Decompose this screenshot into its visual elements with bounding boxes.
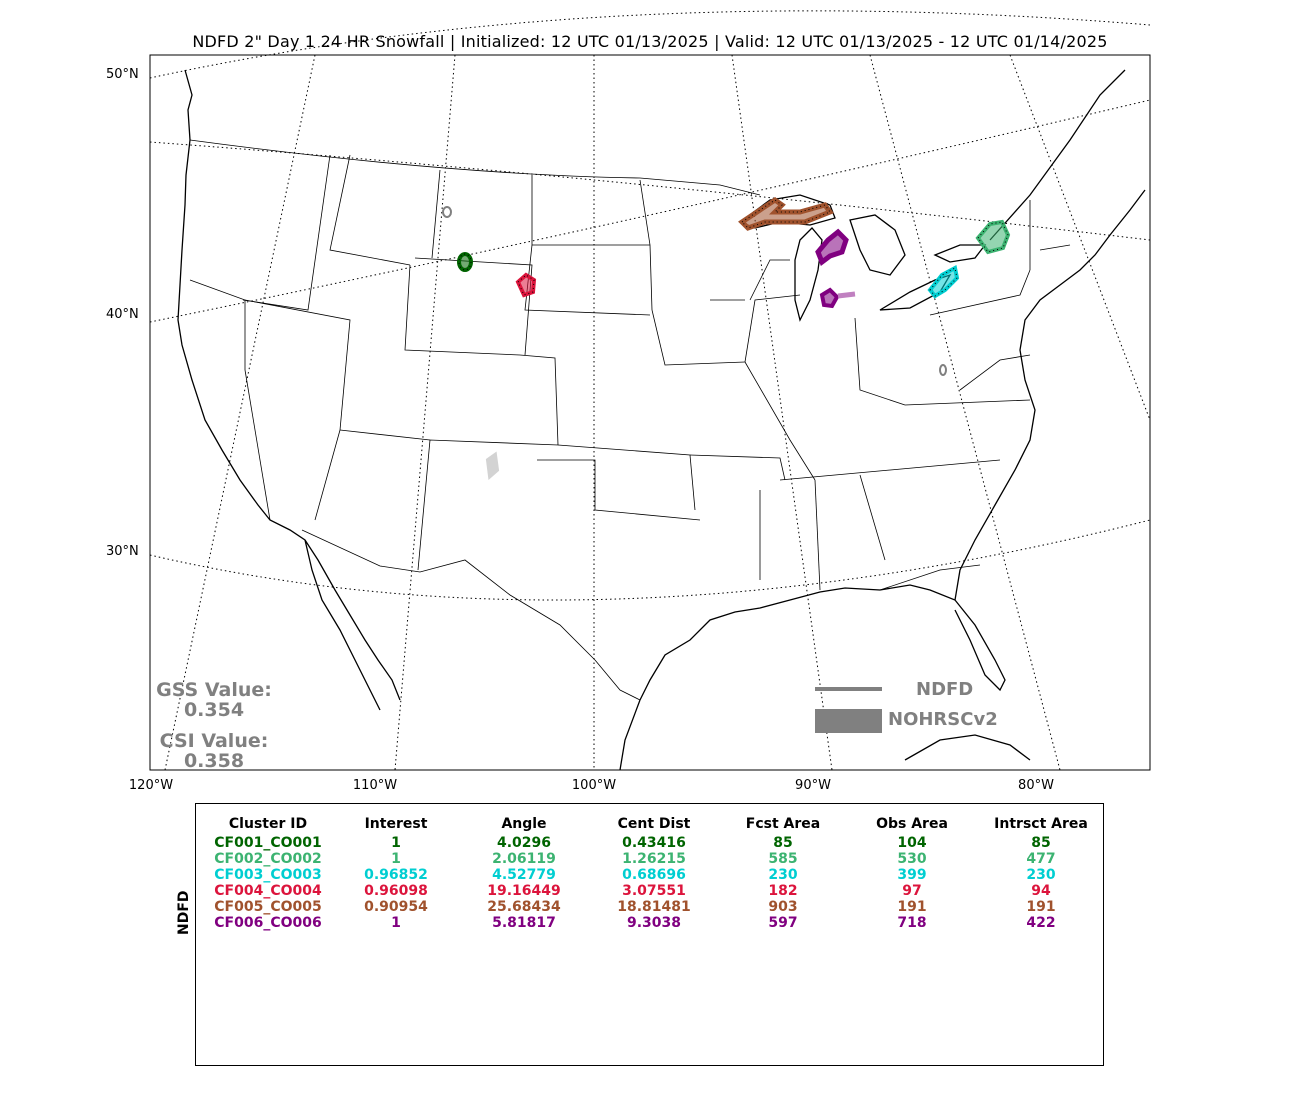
- minor-forecast-contour: [442, 206, 453, 218]
- legend-forecast-label: NDFD: [916, 679, 974, 700]
- cell-interest: 1: [391, 915, 401, 931]
- cuba-outline: [904, 734, 1031, 761]
- cell-intrsct-area: 191: [1026, 899, 1056, 915]
- cluster-cf003: [927, 264, 960, 299]
- lon-label-100: 100°W: [571, 778, 617, 793]
- lon-label-110: 110°W: [352, 778, 398, 793]
- legend-observed-swatch: [815, 709, 882, 733]
- cell-interest: 0.96098: [364, 883, 428, 899]
- cell-cluster-id: CF001_CO001: [214, 835, 322, 851]
- cell-angle: 25.68434: [487, 899, 561, 915]
- cell-cent-dist: 9.3038: [626, 915, 682, 931]
- cell-interest: 0.90954: [364, 899, 428, 915]
- lat-label-30: 30°N: [106, 544, 139, 559]
- state-borders: [189, 139, 1071, 701]
- cell-fcst-area: 182: [768, 883, 798, 899]
- lake-ontario: [933, 244, 987, 263]
- header-angle: Angle: [501, 816, 547, 832]
- graticule: [149, 10, 1151, 771]
- cell-obs-area: 97: [902, 883, 922, 899]
- cell-interest: 1: [391, 851, 401, 867]
- lon-label-90: 90°W: [795, 778, 831, 793]
- cell-intrsct-area: 94: [1031, 883, 1051, 899]
- cell-cent-dist: 0.68696: [622, 867, 686, 883]
- minor-forecast-contour: [939, 364, 948, 376]
- lake-superior: [738, 194, 836, 229]
- cell-fcst-area: 230: [768, 867, 798, 883]
- map-title: NDFD 2" Day 1 24 HR Snowfall | Initializ…: [192, 32, 1108, 51]
- header-fcst-area: Fcst Area: [745, 816, 821, 832]
- cell-cluster-id: CF006_CO006: [214, 915, 322, 931]
- cell-obs-area: 530: [897, 851, 927, 867]
- cell-obs-area: 104: [897, 835, 927, 851]
- cell-angle: 4.0296: [496, 835, 552, 851]
- cell-interest: 0.96852: [364, 867, 428, 883]
- lake-huron: [849, 214, 906, 276]
- cell-intrsct-area: 230: [1026, 867, 1056, 883]
- cluster-cf002: [975, 219, 1011, 255]
- cell-intrsct-area: 85: [1031, 835, 1051, 851]
- gss-value: 0.354: [183, 699, 245, 721]
- mexico-coastline: [619, 699, 641, 771]
- baja-coastline: [304, 539, 381, 711]
- cell-cent-dist: 0.43416: [622, 835, 686, 851]
- cell-obs-area: 191: [897, 899, 927, 915]
- cell-angle: 2.06119: [492, 851, 556, 867]
- pacific-coastline: [177, 69, 401, 701]
- cell-cent-dist: 1.26215: [622, 851, 686, 867]
- cell-obs-area: 399: [897, 867, 927, 883]
- cell-fcst-area: 585: [768, 851, 798, 867]
- cell-cent-dist: 18.81481: [617, 899, 691, 915]
- cell-intrsct-area: 422: [1026, 915, 1056, 931]
- cell-cent-dist: 3.07551: [622, 883, 686, 899]
- header-cent-dist: Cent Dist: [617, 816, 691, 832]
- lon-label-120: 120°W: [128, 778, 174, 793]
- cell-interest: 1: [391, 835, 401, 851]
- cell-obs-area: 718: [897, 915, 927, 931]
- csi-label: CSI Value:: [159, 730, 269, 752]
- header-cluster-id: Cluster ID: [228, 816, 308, 832]
- cell-angle: 19.16449: [487, 883, 561, 899]
- cluster-table: [195, 803, 1104, 1066]
- cell-angle: 4.52779: [492, 867, 556, 883]
- map-frame: [149, 54, 1151, 771]
- lat-label-40: 40°N: [106, 307, 139, 322]
- cluster-cf001: [457, 252, 473, 272]
- lat-label-50: 50°N: [106, 67, 139, 82]
- cell-fcst-area: 85: [773, 835, 793, 851]
- atlantic-coastline: [954, 189, 1146, 601]
- cell-fcst-area: 903: [768, 899, 798, 915]
- cell-fcst-area: 597: [768, 915, 798, 931]
- legend-observed-label: NOHRSCv2: [888, 709, 998, 730]
- header-intrsct-area: Intrsct Area: [994, 816, 1088, 832]
- header-interest: Interest: [364, 816, 428, 832]
- gss-label: GSS Value:: [156, 679, 272, 701]
- lon-label-80: 80°W: [1018, 778, 1054, 793]
- cell-angle: 5.81817: [492, 915, 556, 931]
- cell-cluster-id: CF005_CO005: [214, 899, 322, 915]
- lake-michigan: [794, 227, 823, 322]
- cell-cluster-id: CF002_CO002: [214, 851, 322, 867]
- st-lawrence: [989, 69, 1126, 241]
- cluster-cf004: [515, 272, 537, 298]
- coastlines-and-borders: [177, 69, 1146, 771]
- table-ylabel: NDFD: [176, 890, 192, 935]
- csi-value: 0.358: [183, 750, 245, 772]
- minor-obs-area: [485, 451, 500, 480]
- header-obs-area: Obs Area: [876, 816, 948, 832]
- cluster-cf006: [815, 228, 856, 309]
- cluster-cf005: [738, 196, 834, 231]
- cell-cluster-id: CF004_CO004: [214, 883, 322, 899]
- cell-cluster-id: CF003_CO003: [214, 867, 322, 883]
- cell-intrsct-area: 477: [1026, 851, 1056, 867]
